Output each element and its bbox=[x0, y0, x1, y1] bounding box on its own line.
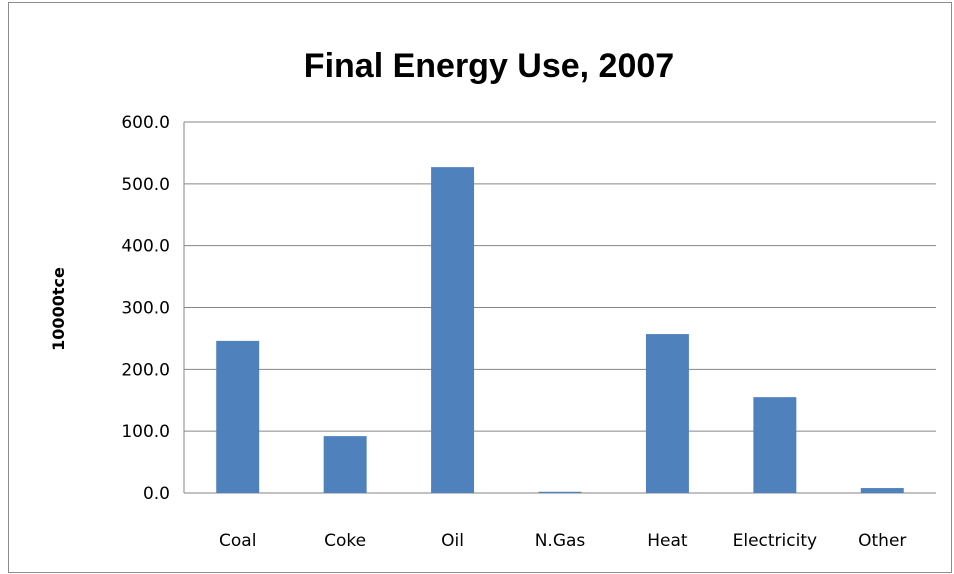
bar-heat bbox=[645, 334, 689, 493]
bar-coal bbox=[216, 340, 260, 493]
y-tick-labels: 0.0 100.0 200.0 300.0 400.0 500.0 600.0 bbox=[121, 113, 170, 504]
x-tick-label: Oil bbox=[441, 531, 464, 551]
y-axis-label: 10000tce bbox=[49, 267, 68, 351]
bar-oil bbox=[431, 167, 475, 493]
y-tick-label: 100.0 bbox=[121, 422, 170, 442]
bar-coke bbox=[323, 436, 367, 493]
x-tick-label: Coke bbox=[324, 531, 366, 551]
y-tick-label: 0.0 bbox=[143, 484, 170, 504]
bar-electricity bbox=[753, 397, 797, 493]
x-tick-label: Coal bbox=[219, 531, 256, 551]
bars bbox=[216, 167, 904, 493]
x-tick-label: Other bbox=[858, 531, 906, 551]
x-tick-label: N.Gas bbox=[535, 531, 586, 551]
x-tick-label: Electricity bbox=[733, 531, 817, 551]
y-tick-label: 600.0 bbox=[121, 113, 170, 133]
y-tick-label: 200.0 bbox=[121, 360, 170, 380]
gridlines bbox=[183, 121, 936, 494]
x-tick-label: Heat bbox=[647, 531, 688, 551]
bar-n-gas bbox=[538, 491, 582, 493]
y-tick-label: 300.0 bbox=[121, 299, 170, 319]
bar-other bbox=[860, 488, 904, 493]
y-tick-label: 400.0 bbox=[121, 237, 170, 257]
chart-title: Final Energy Use, 2007 bbox=[304, 47, 674, 85]
x-tick-labels: Coal Coke Oil N.Gas Heat Electricity Other bbox=[219, 531, 906, 551]
y-tick-label: 500.0 bbox=[121, 175, 170, 195]
